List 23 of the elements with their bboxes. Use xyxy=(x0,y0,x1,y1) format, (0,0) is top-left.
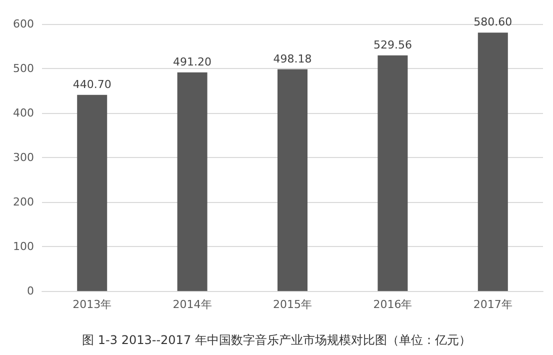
data-label: 491.20 xyxy=(173,55,212,68)
x-tick-label: 2013年 xyxy=(72,298,112,311)
x-tick-label: 2016年 xyxy=(373,298,412,311)
data-label: 529.56 xyxy=(373,38,412,52)
x-tick-label: 2015年 xyxy=(273,298,312,311)
data-label: 440.70 xyxy=(72,78,112,91)
bar xyxy=(77,94,108,291)
y-tick-label: 400 xyxy=(13,106,34,120)
y-tick-label: 100 xyxy=(13,240,34,253)
y-tick-label: 500 xyxy=(13,62,34,75)
bar xyxy=(278,69,308,291)
x-tick-label: 2014年 xyxy=(172,298,212,311)
y-tick-label: 0 xyxy=(27,284,34,298)
bar xyxy=(177,72,208,291)
y-tick-label: 300 xyxy=(13,151,34,164)
text: 图 1-3 2013--2017 年中国数字音乐产业市场规模对比图（单位：亿元） xyxy=(82,333,471,347)
y-tick-label: 600 xyxy=(13,18,34,30)
bar xyxy=(378,55,408,291)
y-tick-label: 200 xyxy=(13,196,34,208)
data-label: 498.18 xyxy=(273,52,312,66)
x-tick-label: 2017年 xyxy=(473,298,512,311)
data-label: 580.60 xyxy=(474,16,512,29)
bar xyxy=(478,32,508,291)
